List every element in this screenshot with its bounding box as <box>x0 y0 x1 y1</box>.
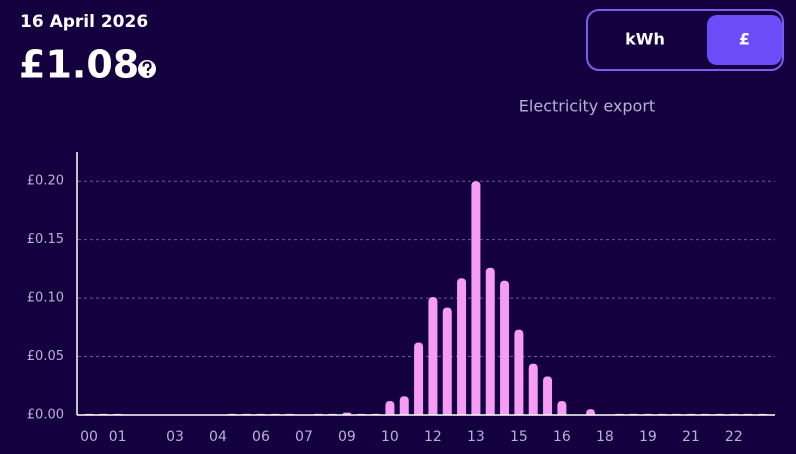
x-tick-label: 01 <box>109 429 127 445</box>
bar <box>557 400 567 415</box>
help-icon[interactable] <box>138 60 156 78</box>
bar <box>385 400 395 415</box>
toggle-selected[interactable] <box>707 15 782 65</box>
bar <box>586 409 596 415</box>
x-tick-label: 15 <box>510 429 528 445</box>
x-tick-label: 04 <box>209 429 227 445</box>
bar <box>485 267 495 415</box>
y-tick-label: £0.15 <box>27 232 64 247</box>
x-tick-label: 22 <box>725 429 743 445</box>
x-tick-label: 03 <box>166 429 184 445</box>
y-tick-label: £0.10 <box>27 291 64 306</box>
x-tick-label: 12 <box>424 429 442 445</box>
x-tick-label: 09 <box>338 429 356 445</box>
x-tick-label: 13 <box>467 429 485 445</box>
x-tick-label: 19 <box>639 429 657 445</box>
bar <box>428 296 438 415</box>
bar <box>514 329 524 415</box>
bar <box>457 278 467 415</box>
bar <box>399 396 409 415</box>
toggle-options: kWh £ <box>625 15 782 65</box>
x-tick-label: 06 <box>252 429 270 445</box>
x-tick-label: 21 <box>682 429 700 445</box>
bar <box>471 181 481 415</box>
y-tick-label: £0.05 <box>27 349 64 364</box>
unit-toggle <box>586 9 784 71</box>
bar <box>543 376 553 415</box>
amount: £1.08 <box>19 43 139 87</box>
plot: £0.00 £0.05 £0.10 £0.15 £0.20 00 01 03 04 06 07 09 1… <box>27 152 775 445</box>
bar <box>528 363 538 415</box>
x-tick-label: 18 <box>596 429 614 445</box>
toggle-option[interactable]: kWh <box>625 30 665 49</box>
toggle-option[interactable]: £ <box>739 30 750 49</box>
x-tick-label: 07 <box>295 429 313 445</box>
x-tick-label: 00 <box>80 429 98 445</box>
y-tick-label: £0.00 <box>27 408 64 423</box>
bar <box>500 280 510 415</box>
bar <box>414 342 424 415</box>
chart-title: Electricity export <box>519 97 655 116</box>
y-tick-label: £0.20 <box>27 174 64 189</box>
x-tick-label: 10 <box>381 429 399 445</box>
x-tick-label: 16 <box>553 429 571 445</box>
date: 16 April 2026 <box>20 12 148 32</box>
bar <box>442 307 452 415</box>
